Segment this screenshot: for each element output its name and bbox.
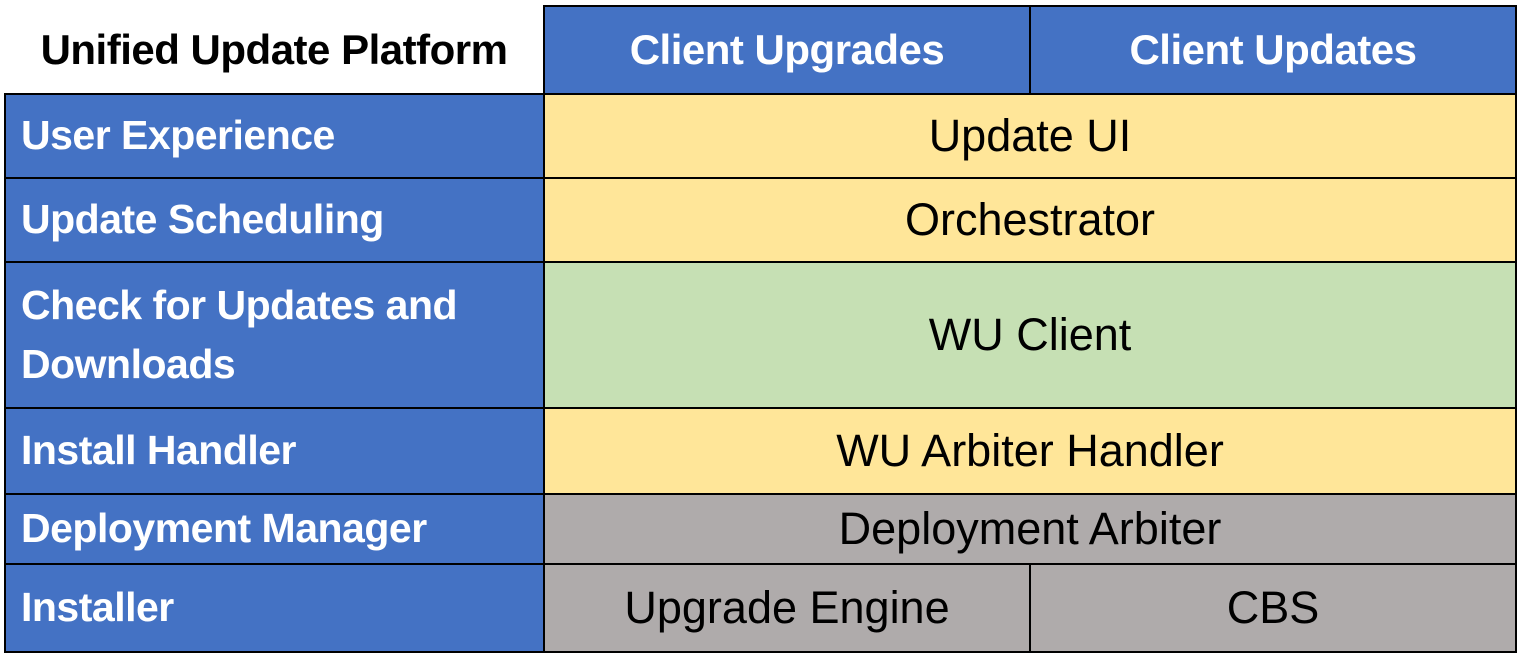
uup-table: Unified Update Platform Client Upgrades … [4, 5, 1517, 653]
cell-orchestrator: Orchestrator [543, 177, 1517, 263]
diagram-title: Unified Update Platform [5, 6, 544, 94]
row-user-experience: User Experience Update UI [4, 93, 1517, 179]
cell-upgrade-engine: Upgrade Engine [543, 563, 1031, 653]
row-label-install-handler: Install Handler [4, 407, 545, 495]
uup-architecture-diagram: Unified Update Platform Client Upgrades … [4, 5, 1517, 653]
row-installer: Installer Upgrade Engine CBS [4, 563, 1517, 653]
row-label-installer: Installer [4, 563, 545, 653]
row-update-scheduling: Update Scheduling Orchestrator [4, 177, 1517, 263]
cell-deployment-arbiter: Deployment Arbiter [543, 493, 1517, 565]
row-check-for-updates: Check for Updates and Downloads WU Clien… [4, 261, 1517, 409]
column-header-client-updates: Client Updates [1029, 5, 1517, 95]
row-label-check-for-updates-and-downloads: Check for Updates and Downloads [4, 261, 545, 409]
row-label-update-scheduling: Update Scheduling [4, 177, 545, 263]
cell-update-ui: Update UI [543, 93, 1517, 179]
column-header-client-upgrades: Client Upgrades [543, 5, 1031, 95]
row-install-handler: Install Handler WU Arbiter Handler [4, 407, 1517, 495]
cell-wu-arbiter-handler: WU Arbiter Handler [543, 407, 1517, 495]
header-row: Unified Update Platform Client Upgrades … [5, 5, 1517, 95]
row-label-user-experience: User Experience [4, 93, 545, 179]
row-deployment-manager: Deployment Manager Deployment Arbiter [4, 493, 1517, 565]
row-label-deployment-manager: Deployment Manager [4, 493, 545, 565]
cell-cbs: CBS [1029, 563, 1517, 653]
cell-wu-client: WU Client [543, 261, 1517, 409]
